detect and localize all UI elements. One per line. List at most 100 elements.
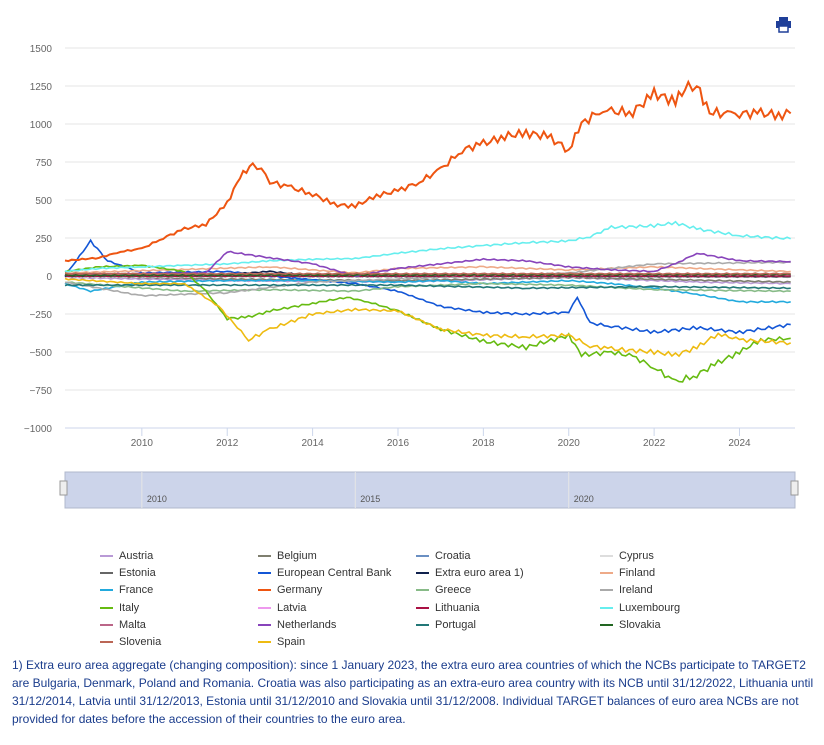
legend-label: Finland <box>619 566 656 579</box>
legend-item[interactable]: Luxembourg <box>600 599 740 616</box>
legend-item[interactable]: Finland <box>600 564 740 581</box>
navigator-range[interactable] <box>64 471 796 509</box>
x-tick-label: 2022 <box>643 438 666 449</box>
legend-label: Luxembourg <box>619 601 681 614</box>
navigator-handle-right[interactable] <box>790 480 799 496</box>
legend-item[interactable]: Lithuania <box>416 599 600 616</box>
legend-swatch <box>100 589 113 592</box>
legend-label: Belgium <box>277 549 317 562</box>
legend-swatch <box>416 571 429 574</box>
legend-item[interactable]: Malta <box>100 616 258 633</box>
legend-label: France <box>119 584 154 597</box>
legend-item[interactable]: Belgium <box>258 547 416 564</box>
legend-label: European Central Bank <box>277 566 392 579</box>
footnote: 1) Extra euro area aggregate (changing c… <box>12 658 814 726</box>
printer-icon[interactable] <box>775 16 792 33</box>
legend-label: Germany <box>277 584 323 597</box>
legend-swatch <box>416 623 429 626</box>
series-line-spain[interactable] <box>64 277 792 358</box>
legend-swatch <box>258 623 271 626</box>
legend-swatch <box>600 589 613 592</box>
series-line-italy[interactable] <box>64 264 791 383</box>
legend-label: Austria <box>119 549 154 562</box>
navigator-handle-left[interactable] <box>59 480 68 496</box>
series-line-germany[interactable] <box>64 79 792 263</box>
series-line-luxembourg[interactable] <box>64 220 792 273</box>
legend-item[interactable]: Latvia <box>258 599 416 616</box>
y-tick-label: −500 <box>29 348 52 359</box>
legend-item[interactable]: Greece <box>416 582 600 599</box>
series-line-finland[interactable] <box>64 265 791 275</box>
legend-label: Extra euro area 1) <box>435 566 524 579</box>
legend-item[interactable]: France <box>100 582 258 599</box>
legend-item[interactable]: European Central Bank <box>258 564 416 581</box>
y-tick-label: 1000 <box>30 120 53 131</box>
legend-label: Netherlands <box>277 618 337 631</box>
legend-swatch <box>600 623 613 626</box>
navigator-label: 2010 <box>147 494 167 504</box>
series-line-netherlands[interactable] <box>64 250 791 277</box>
legend-item[interactable]: Ireland <box>600 582 740 599</box>
legend-item[interactable]: Portugal <box>416 616 600 633</box>
legend-swatch <box>100 571 113 574</box>
navigator-label: 2015 <box>360 494 380 504</box>
series-line-ireland[interactable] <box>64 260 791 298</box>
y-tick-label: 0 <box>46 272 52 283</box>
x-tick-label: 2024 <box>728 438 751 449</box>
legend-label: Spain <box>277 636 306 649</box>
legend-item[interactable]: Italy <box>100 599 258 616</box>
legend-item[interactable]: Spain <box>258 633 416 650</box>
legend-label: Lithuania <box>435 601 480 614</box>
legend-item[interactable]: Estonia <box>100 564 258 581</box>
y-tick-label: −750 <box>29 386 52 397</box>
navigator-label: 2020 <box>574 494 594 504</box>
y-tick-label: 1250 <box>30 82 53 93</box>
legend-swatch <box>100 606 113 609</box>
legend-label: Latvia <box>277 601 307 614</box>
legend-swatch <box>600 554 613 557</box>
legend-item[interactable]: Croatia <box>416 547 600 564</box>
y-tick-label: 250 <box>35 234 52 245</box>
x-tick-label: 2020 <box>558 438 581 449</box>
legend-swatch <box>258 589 271 592</box>
legend-swatch <box>100 623 113 626</box>
legend-swatch <box>258 641 271 644</box>
legend-label: Croatia <box>435 549 471 562</box>
y-tick-label: 1500 <box>30 44 53 55</box>
legend-item[interactable]: Slovenia <box>100 633 258 650</box>
legend-item[interactable]: Extra euro area 1) <box>416 564 600 581</box>
line-chart: 1500 1250 1000 750 500 250 0 −250 −500 −750 −1000 2… <box>24 44 799 509</box>
series-line-slovenia[interactable] <box>64 272 791 276</box>
legend-swatch <box>258 554 271 557</box>
legend-swatch <box>100 641 113 644</box>
x-tick-label: 2010 <box>131 438 154 449</box>
x-tick-label: 2014 <box>301 438 324 449</box>
legend-label: Slovenia <box>119 636 162 649</box>
legend-swatch <box>258 571 271 574</box>
legend-item[interactable]: Austria <box>100 547 258 564</box>
y-tick-label: 500 <box>35 196 52 207</box>
legend-label: Italy <box>119 601 140 614</box>
x-tick-label: 2012 <box>216 438 239 449</box>
y-tick-label: −1000 <box>24 424 53 435</box>
x-tick-label: 2016 <box>387 438 410 449</box>
navigator[interactable]: 2010 2015 2020 <box>59 471 799 509</box>
legend-label: Malta <box>119 618 146 631</box>
y-tick-label: −250 <box>29 310 52 321</box>
legend-label: Cyprus <box>619 549 654 562</box>
legend-swatch <box>100 554 113 557</box>
legend-swatch <box>416 589 429 592</box>
legend-swatch <box>258 606 271 609</box>
legend-item[interactable]: Netherlands <box>258 616 416 633</box>
legend-item[interactable]: Slovakia <box>600 616 740 633</box>
x-tick-label: 2018 <box>472 438 495 449</box>
legend-swatch <box>600 606 613 609</box>
legend-item[interactable]: Germany <box>258 582 416 599</box>
legend-item[interactable]: Cyprus <box>600 547 740 564</box>
series-line-portugal[interactable] <box>64 283 791 290</box>
legend-swatch <box>416 606 429 609</box>
legend-swatch <box>416 554 429 557</box>
series-line-belgium[interactable] <box>64 274 791 284</box>
legend: Austria Belgium Croatia Cyprus Estonia Europe… <box>100 547 740 651</box>
legend-label: Slovakia <box>619 618 661 631</box>
